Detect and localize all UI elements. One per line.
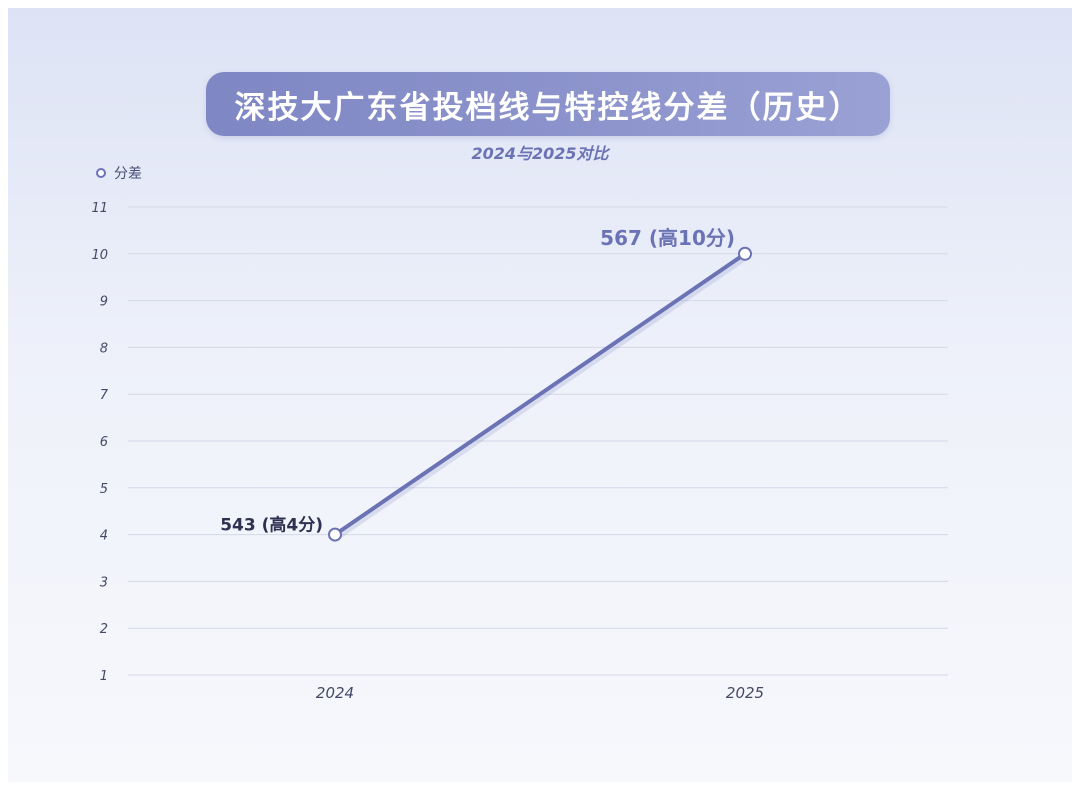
data-label: 567 (高10分) [600,226,735,250]
y-tick-label: 6 [100,435,108,450]
y-tick-label: 7 [100,388,109,403]
y-tick-label: 9 [100,295,108,310]
y-tick-label: 10 [91,248,108,263]
legend: 分差 [96,163,142,183]
legend-label: 分差 [114,166,142,182]
legend-marker-icon [96,168,106,178]
chart-card: 深技大广东省投档线与特控线分差（历史） 2024与2025对比 分差 [8,8,1072,782]
x-tick-label: 2024 [316,684,354,702]
title-banner: 深技大广东省投档线与特控线分差（历史） [206,72,890,136]
y-tick-label: 3 [100,575,108,590]
y-tick-label: 4 [100,529,108,544]
chart-subtitle: 2024与2025对比 [471,144,609,163]
data-label: 543 (高4分) [220,515,323,536]
chart-title: 深技大广东省投档线与特控线分差（历史） [234,89,862,126]
y-tick-label: 1 [100,669,108,684]
y-tick-label: 2 [100,622,108,637]
y-tick-label: 5 [100,482,108,497]
y-tick-label: 8 [100,341,108,356]
x-tick-label: 2025 [726,684,764,702]
data-point [738,246,752,261]
y-tick-label: 11 [91,201,108,216]
series-line [333,251,747,537]
data-point [328,527,342,542]
series-line-shadow [332,254,748,542]
